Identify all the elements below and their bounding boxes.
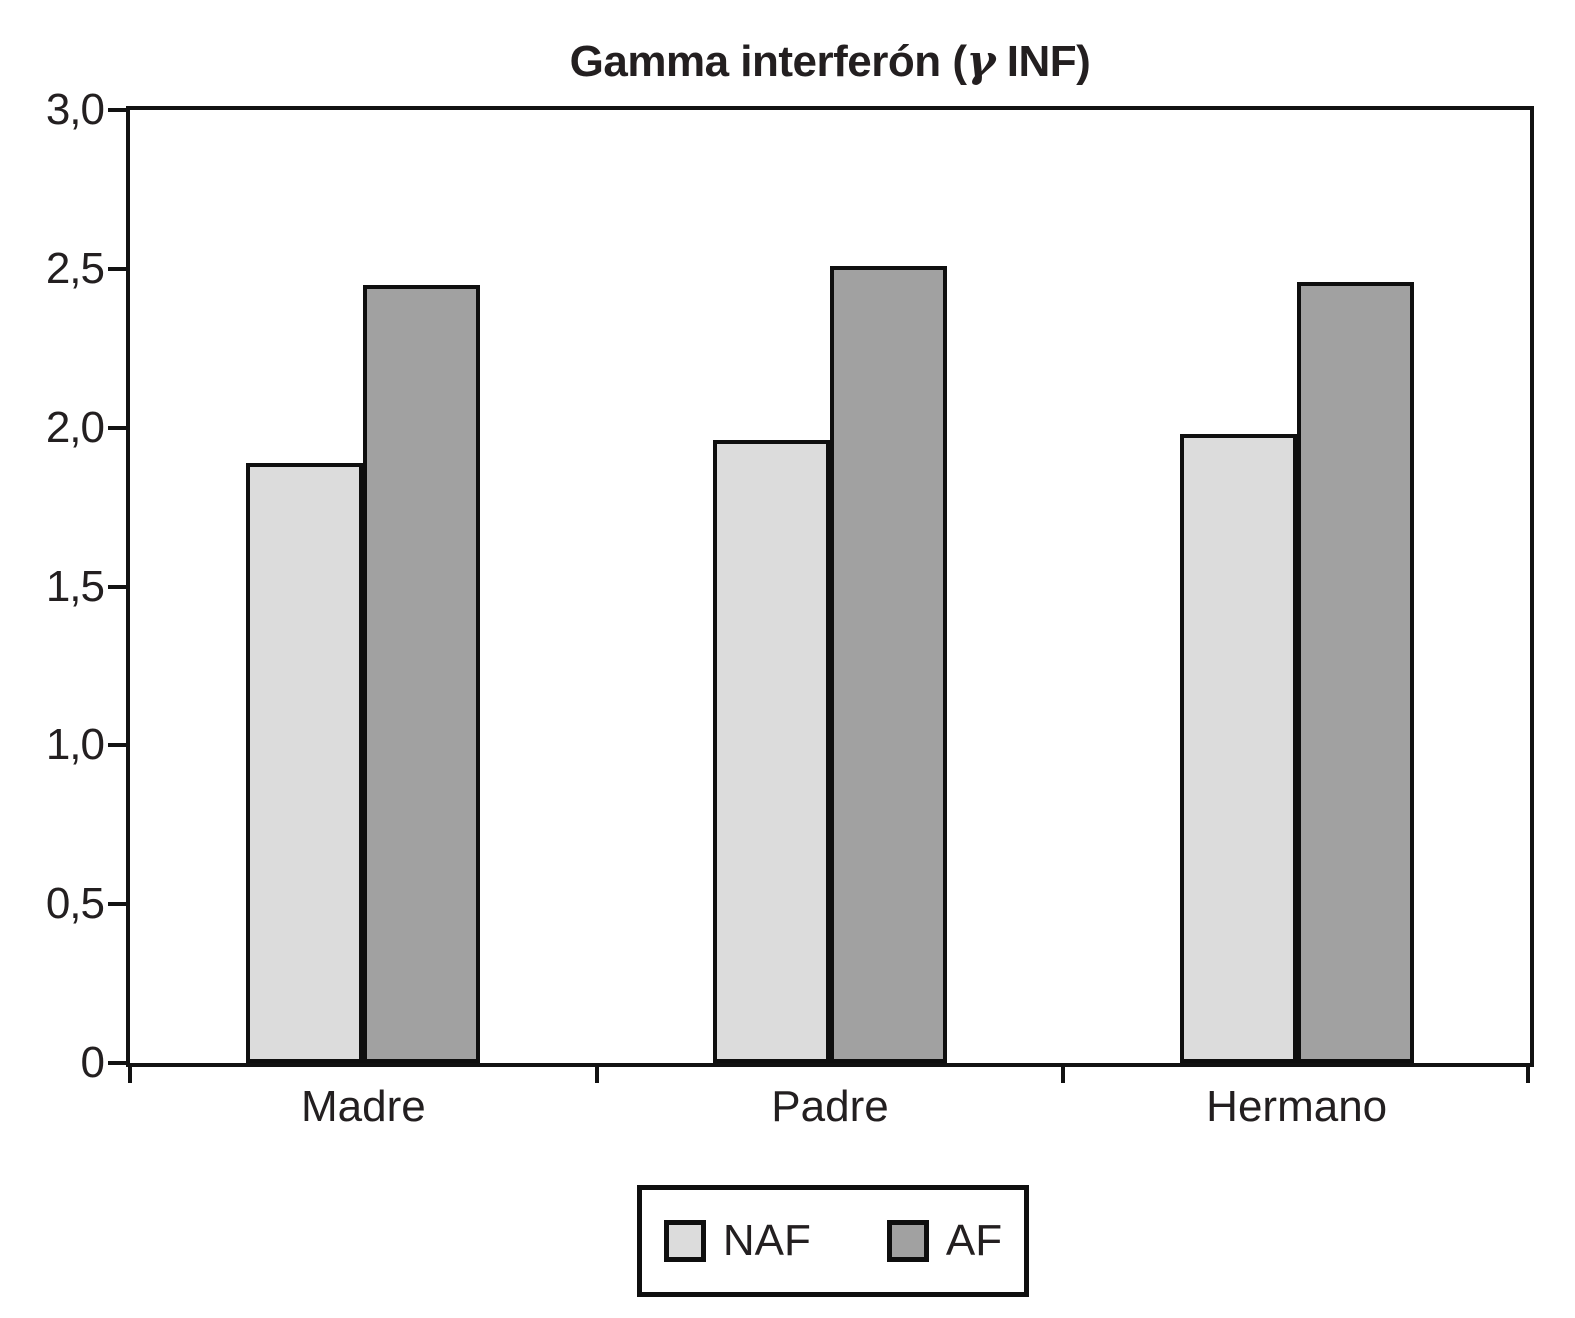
chart-title-suffix: INF)	[995, 37, 1091, 86]
bar-af-padre	[830, 265, 947, 1063]
legend-label-naf: NAF	[722, 1216, 811, 1265]
y-axis-label: 0	[80, 1038, 105, 1087]
bar-naf-madre	[246, 462, 364, 1063]
legend-swatch-naf	[663, 1220, 706, 1262]
legend-swatch-af	[886, 1220, 929, 1262]
y-axis-label: 3,0	[45, 85, 105, 134]
y-axis-label: 2,0	[45, 402, 105, 452]
chart-title: Gamma interferón (γ INF)	[126, 36, 1534, 87]
y-axis-label: 2,5	[45, 243, 105, 293]
x-axis-tick	[594, 1063, 599, 1083]
x-axis-tick	[1061, 1063, 1066, 1083]
y-axis-tick	[108, 266, 126, 271]
plot-area: 0 0,5 1,0 1,5 2,0 2,5 3,0 Madre Padre Hermano	[46, 87, 1534, 1131]
y-axis-tick	[108, 1061, 126, 1065]
x-axis-tick	[128, 1063, 132, 1083]
x-axis-label-madre: Madre	[300, 1082, 426, 1131]
legend: NAF AF	[637, 1185, 1029, 1297]
x-axis-tick	[1526, 1063, 1530, 1083]
bar-af-hermano	[1296, 281, 1414, 1063]
y-axis-label: 0,5	[45, 879, 105, 929]
x-axis-label-padre: Padre	[771, 1082, 889, 1131]
bar-af-madre	[363, 284, 481, 1063]
x-axis-label-hermano: Hermano	[1206, 1082, 1388, 1131]
gamma-symbol: γ	[966, 36, 996, 87]
y-axis-label: 1,5	[45, 561, 105, 611]
legend-label-af: AF	[945, 1216, 1003, 1265]
y-axis-tick	[108, 743, 126, 748]
y-axis-tick	[108, 108, 126, 112]
bar-naf-padre	[713, 440, 830, 1063]
legend-item-af: AF	[886, 1216, 1003, 1265]
chart-title-prefix: Gamma interferón (	[569, 37, 967, 86]
y-axis-label: 1,0	[45, 720, 105, 770]
y-axis-tick	[108, 584, 126, 589]
legend-item-naf: NAF	[663, 1216, 811, 1265]
bar-naf-hermano	[1179, 434, 1297, 1063]
y-axis-tick	[108, 425, 126, 430]
y-axis-tick	[108, 902, 126, 907]
